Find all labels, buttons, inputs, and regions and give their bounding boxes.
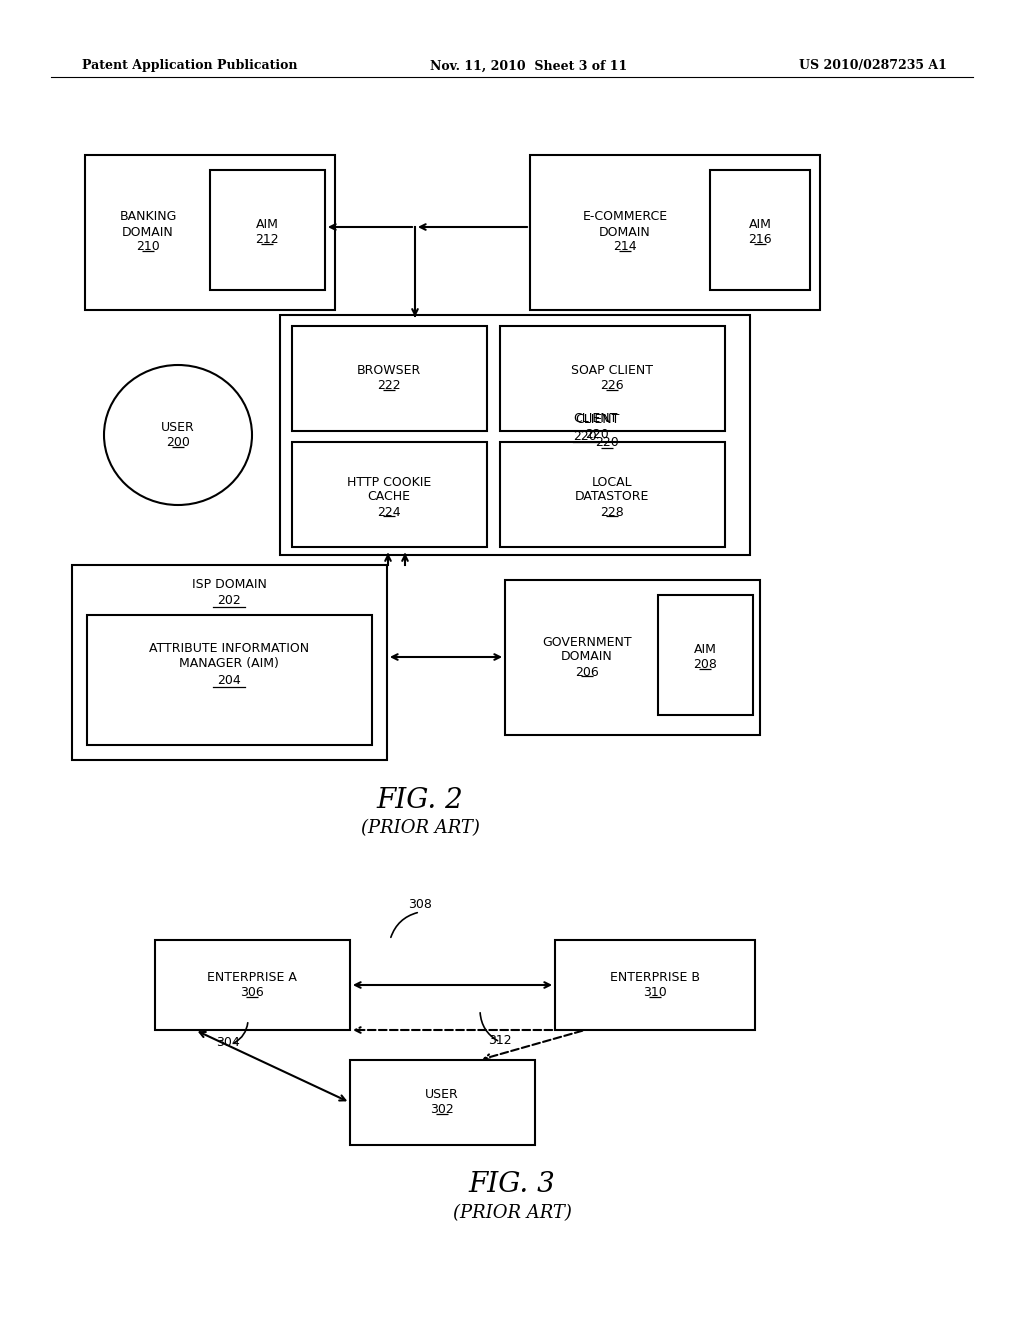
Text: USER
302: USER 302 — [425, 1088, 459, 1115]
Bar — [500, 442, 725, 546]
Bar — [505, 579, 760, 735]
Bar — [530, 154, 820, 310]
Text: ENTERPRISE B
310: ENTERPRISE B 310 — [610, 972, 700, 999]
Text: AIM
216: AIM 216 — [749, 218, 772, 246]
Text: 202: 202 — [217, 594, 241, 606]
Bar — [350, 1060, 535, 1144]
Text: 220: 220 — [573, 429, 597, 442]
Ellipse shape — [104, 366, 252, 506]
Text: Nov. 11, 2010  Sheet 3 of 11: Nov. 11, 2010 Sheet 3 of 11 — [430, 59, 628, 73]
Bar — [280, 315, 750, 554]
Bar — [87, 615, 372, 744]
Bar — [85, 154, 335, 310]
Bar — [72, 565, 387, 760]
Text: HTTP COOKIE
CACHE
224: HTTP COOKIE CACHE 224 — [347, 475, 431, 519]
Text: USER
200: USER 200 — [161, 421, 195, 449]
Text: CLIENT: CLIENT — [573, 412, 617, 425]
Text: MANAGER (AIM): MANAGER (AIM) — [179, 657, 279, 671]
Text: AIM
208: AIM 208 — [693, 643, 717, 671]
Text: 312: 312 — [488, 1034, 512, 1047]
Text: GOVERNMENT
DOMAIN
206: GOVERNMENT DOMAIN 206 — [542, 635, 632, 678]
Text: AIM
212: AIM 212 — [255, 218, 279, 246]
Text: CLIENT
220: CLIENT 220 — [575, 413, 620, 441]
Text: SOAP CLIENT
226: SOAP CLIENT 226 — [571, 364, 653, 392]
Bar — [555, 940, 755, 1030]
Text: 220: 220 — [595, 437, 618, 450]
Bar — [292, 326, 487, 432]
Text: FIG. 2: FIG. 2 — [377, 787, 464, 813]
Text: Patent Application Publication: Patent Application Publication — [82, 59, 297, 73]
Text: LOCAL
DATASTORE
228: LOCAL DATASTORE 228 — [574, 475, 649, 519]
Text: ENTERPRISE A
306: ENTERPRISE A 306 — [207, 972, 297, 999]
Text: US 2010/0287235 A1: US 2010/0287235 A1 — [799, 59, 946, 73]
Text: E-COMMERCE
DOMAIN
214: E-COMMERCE DOMAIN 214 — [583, 210, 668, 253]
Text: (PRIOR ART): (PRIOR ART) — [453, 1204, 571, 1222]
Bar — [292, 442, 487, 546]
Text: 204: 204 — [217, 673, 241, 686]
Text: (PRIOR ART): (PRIOR ART) — [360, 818, 479, 837]
Bar — [500, 326, 725, 432]
Text: 308: 308 — [408, 899, 432, 912]
Bar — [210, 170, 325, 290]
Bar — [658, 595, 753, 715]
Text: ATTRIBUTE INFORMATION: ATTRIBUTE INFORMATION — [148, 642, 309, 655]
Text: FIG. 3: FIG. 3 — [469, 1172, 555, 1199]
Bar — [155, 940, 350, 1030]
Text: 304: 304 — [216, 1035, 240, 1048]
Bar — [710, 170, 810, 290]
Text: BROWSER
222: BROWSER 222 — [357, 364, 421, 392]
Text: BANKING
DOMAIN
210: BANKING DOMAIN 210 — [120, 210, 177, 253]
Text: ISP DOMAIN: ISP DOMAIN — [191, 578, 266, 591]
